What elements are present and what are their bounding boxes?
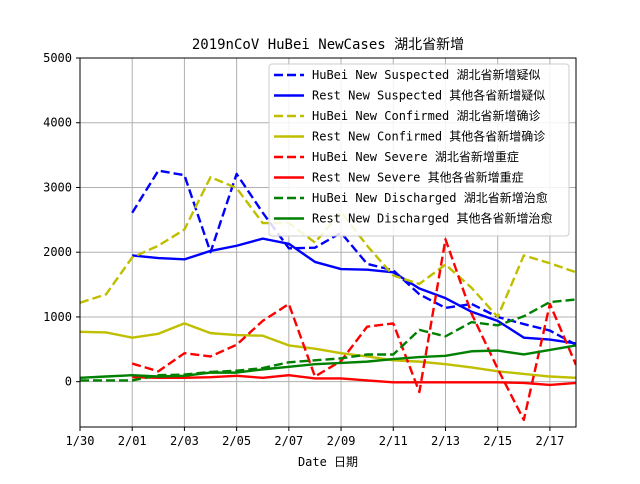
x-tick-label: 2/09 bbox=[327, 434, 356, 448]
x-axis-ticks: 1/30 2/01 2/03 2/05 2/07 2/09 2/11 2/13 2/15 2/17 bbox=[66, 427, 564, 448]
series-line-2 bbox=[132, 237, 576, 345]
x-tick-label: 2/03 bbox=[170, 434, 199, 448]
chart-title: 2019nCoV HuBei NewCases 湖北省新增 bbox=[192, 37, 464, 53]
series-line-7 bbox=[80, 298, 576, 382]
x-tick-label: 2/07 bbox=[274, 434, 303, 448]
legend-box bbox=[268, 63, 570, 237]
y-tick-label: 5000 bbox=[43, 51, 72, 65]
series-line-8 bbox=[80, 344, 576, 379]
legend-label: Rest New Confirmed 其他各省新增确诊 bbox=[312, 129, 545, 144]
legend-label: Rest New Suspected 其他各省新增疑似 bbox=[312, 88, 545, 103]
series-line-4 bbox=[80, 322, 576, 379]
y-tick-label: 4000 bbox=[43, 116, 72, 130]
series-line-5 bbox=[131, 238, 576, 422]
x-tick-label: 2/11 bbox=[379, 434, 408, 448]
legend-label: HuBei New Discharged 湖北省新增治愈 bbox=[312, 190, 548, 205]
legend-label: HuBei New Suspected 湖北省新增疑似 bbox=[312, 67, 541, 82]
x-tick-label: 2/01 bbox=[118, 434, 147, 448]
y-tick-label: 1000 bbox=[43, 310, 72, 324]
legend-label: HuBei New Severe 湖北省新增重症 bbox=[312, 149, 519, 164]
series-lines bbox=[80, 169, 576, 422]
y-tick-label: 0 bbox=[65, 375, 72, 389]
y-axis-ticks: 0 1000 2000 3000 4000 5000 bbox=[43, 51, 80, 389]
legend-label: Rest New Discharged 其他各省新增治愈 bbox=[312, 211, 553, 226]
x-tick-label: 2/17 bbox=[535, 434, 564, 448]
x-axis-label: Date 日期 bbox=[298, 455, 358, 469]
legend-label: HuBei New Confirmed 湖北省新增确诊 bbox=[312, 108, 541, 123]
legend: HuBei New Suspected 湖北省新增疑似 Rest New Susp… bbox=[268, 63, 570, 237]
x-tick-label: 2/13 bbox=[431, 434, 460, 448]
y-tick-label: 3000 bbox=[43, 180, 72, 194]
series-line-1 bbox=[131, 169, 576, 346]
y-tick-label: 2000 bbox=[43, 245, 72, 259]
x-tick-label: 1/30 bbox=[66, 434, 95, 448]
x-tick-label: 2/15 bbox=[483, 434, 512, 448]
series-line-6 bbox=[132, 374, 576, 387]
plot-frame bbox=[79, 57, 577, 428]
legend-label: Rest New Severe 其他各省新增重症 bbox=[312, 170, 524, 185]
x-tick-label: 2/05 bbox=[222, 434, 251, 448]
